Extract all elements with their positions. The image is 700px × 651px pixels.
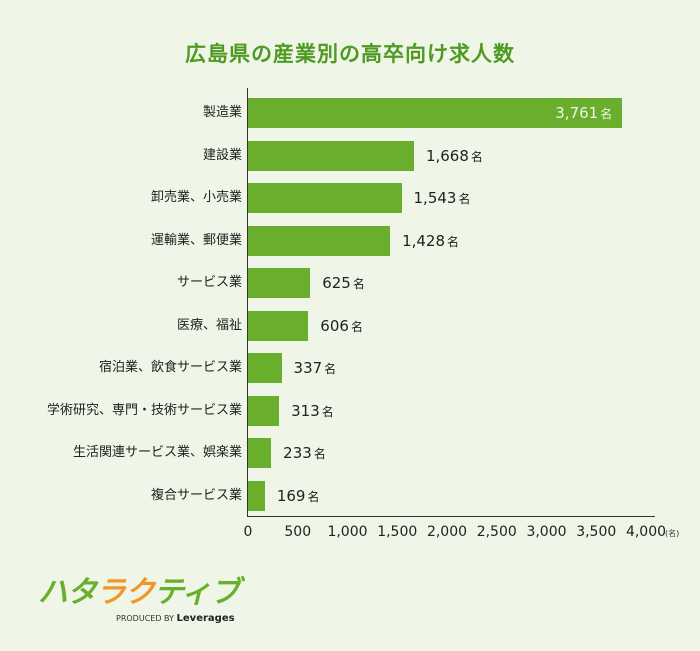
y-axis-line bbox=[247, 88, 248, 517]
category-label: サービス業 bbox=[176, 275, 242, 290]
x-tick-label: 1,000 bbox=[327, 524, 368, 540]
x-tick-label: 2,000 bbox=[426, 524, 468, 540]
value-label: 1,428 名 bbox=[402, 231, 460, 250]
bar bbox=[248, 310, 309, 341]
bar bbox=[248, 140, 414, 171]
bar bbox=[248, 268, 311, 298]
bar bbox=[248, 395, 280, 426]
category-label: 医療、福祉 bbox=[176, 317, 242, 333]
produced-by-text: PRODUCED BY Leverages bbox=[116, 613, 235, 624]
hataractive-logo: ハタラクティブ PRODUCED BY Leverages bbox=[38, 575, 240, 625]
x-tick-label: 500 bbox=[284, 524, 312, 540]
value-label: 169 名 bbox=[276, 486, 320, 505]
category-label: 宿泊業、飲食サービス業 bbox=[98, 360, 242, 375]
value-label: 625 名 bbox=[322, 274, 365, 292]
x-axis-unit: (名) bbox=[665, 529, 680, 538]
category-label: 学術研究、専門・技術サービス業 bbox=[46, 402, 242, 418]
value-label: 1,668 名 bbox=[425, 146, 483, 165]
value-label: 1,543 名 bbox=[413, 189, 471, 207]
bar bbox=[248, 183, 402, 213]
x-tick-label: 4,000 bbox=[625, 524, 667, 540]
value-label: 3,761 名 bbox=[555, 104, 613, 122]
x-tick-label: 1,500 bbox=[377, 524, 418, 540]
x-tick-label: 0 bbox=[243, 524, 253, 540]
chart-title: 広島県の産業別の高卒向け求人数 bbox=[185, 42, 515, 66]
x-axis-line bbox=[247, 516, 655, 517]
category-label: 運輸業、郵便業 bbox=[150, 232, 242, 248]
value-label: 606 名 bbox=[320, 316, 363, 335]
category-label: 卸売業、小売業 bbox=[150, 190, 242, 205]
category-label: 生活関連サービス業、娯楽業 bbox=[72, 445, 242, 460]
bar bbox=[248, 225, 391, 256]
value-label: 337 名 bbox=[293, 359, 337, 377]
value-label: 233 名 bbox=[283, 444, 326, 462]
category-label: 複合サービス業 bbox=[150, 487, 242, 503]
bar bbox=[248, 480, 265, 511]
category-label: 建設業 bbox=[202, 147, 242, 163]
bar bbox=[248, 98, 623, 128]
x-tick-label: 3,500 bbox=[576, 524, 617, 540]
logo-mark: ハタラクティブ bbox=[38, 575, 240, 610]
value-label: 313 名 bbox=[291, 401, 334, 420]
bar bbox=[248, 438, 272, 468]
x-tick-label: 3,000 bbox=[526, 524, 567, 540]
x-tick-label: 2,500 bbox=[476, 524, 517, 540]
category-label: 製造業 bbox=[202, 105, 242, 120]
bar bbox=[248, 353, 282, 383]
